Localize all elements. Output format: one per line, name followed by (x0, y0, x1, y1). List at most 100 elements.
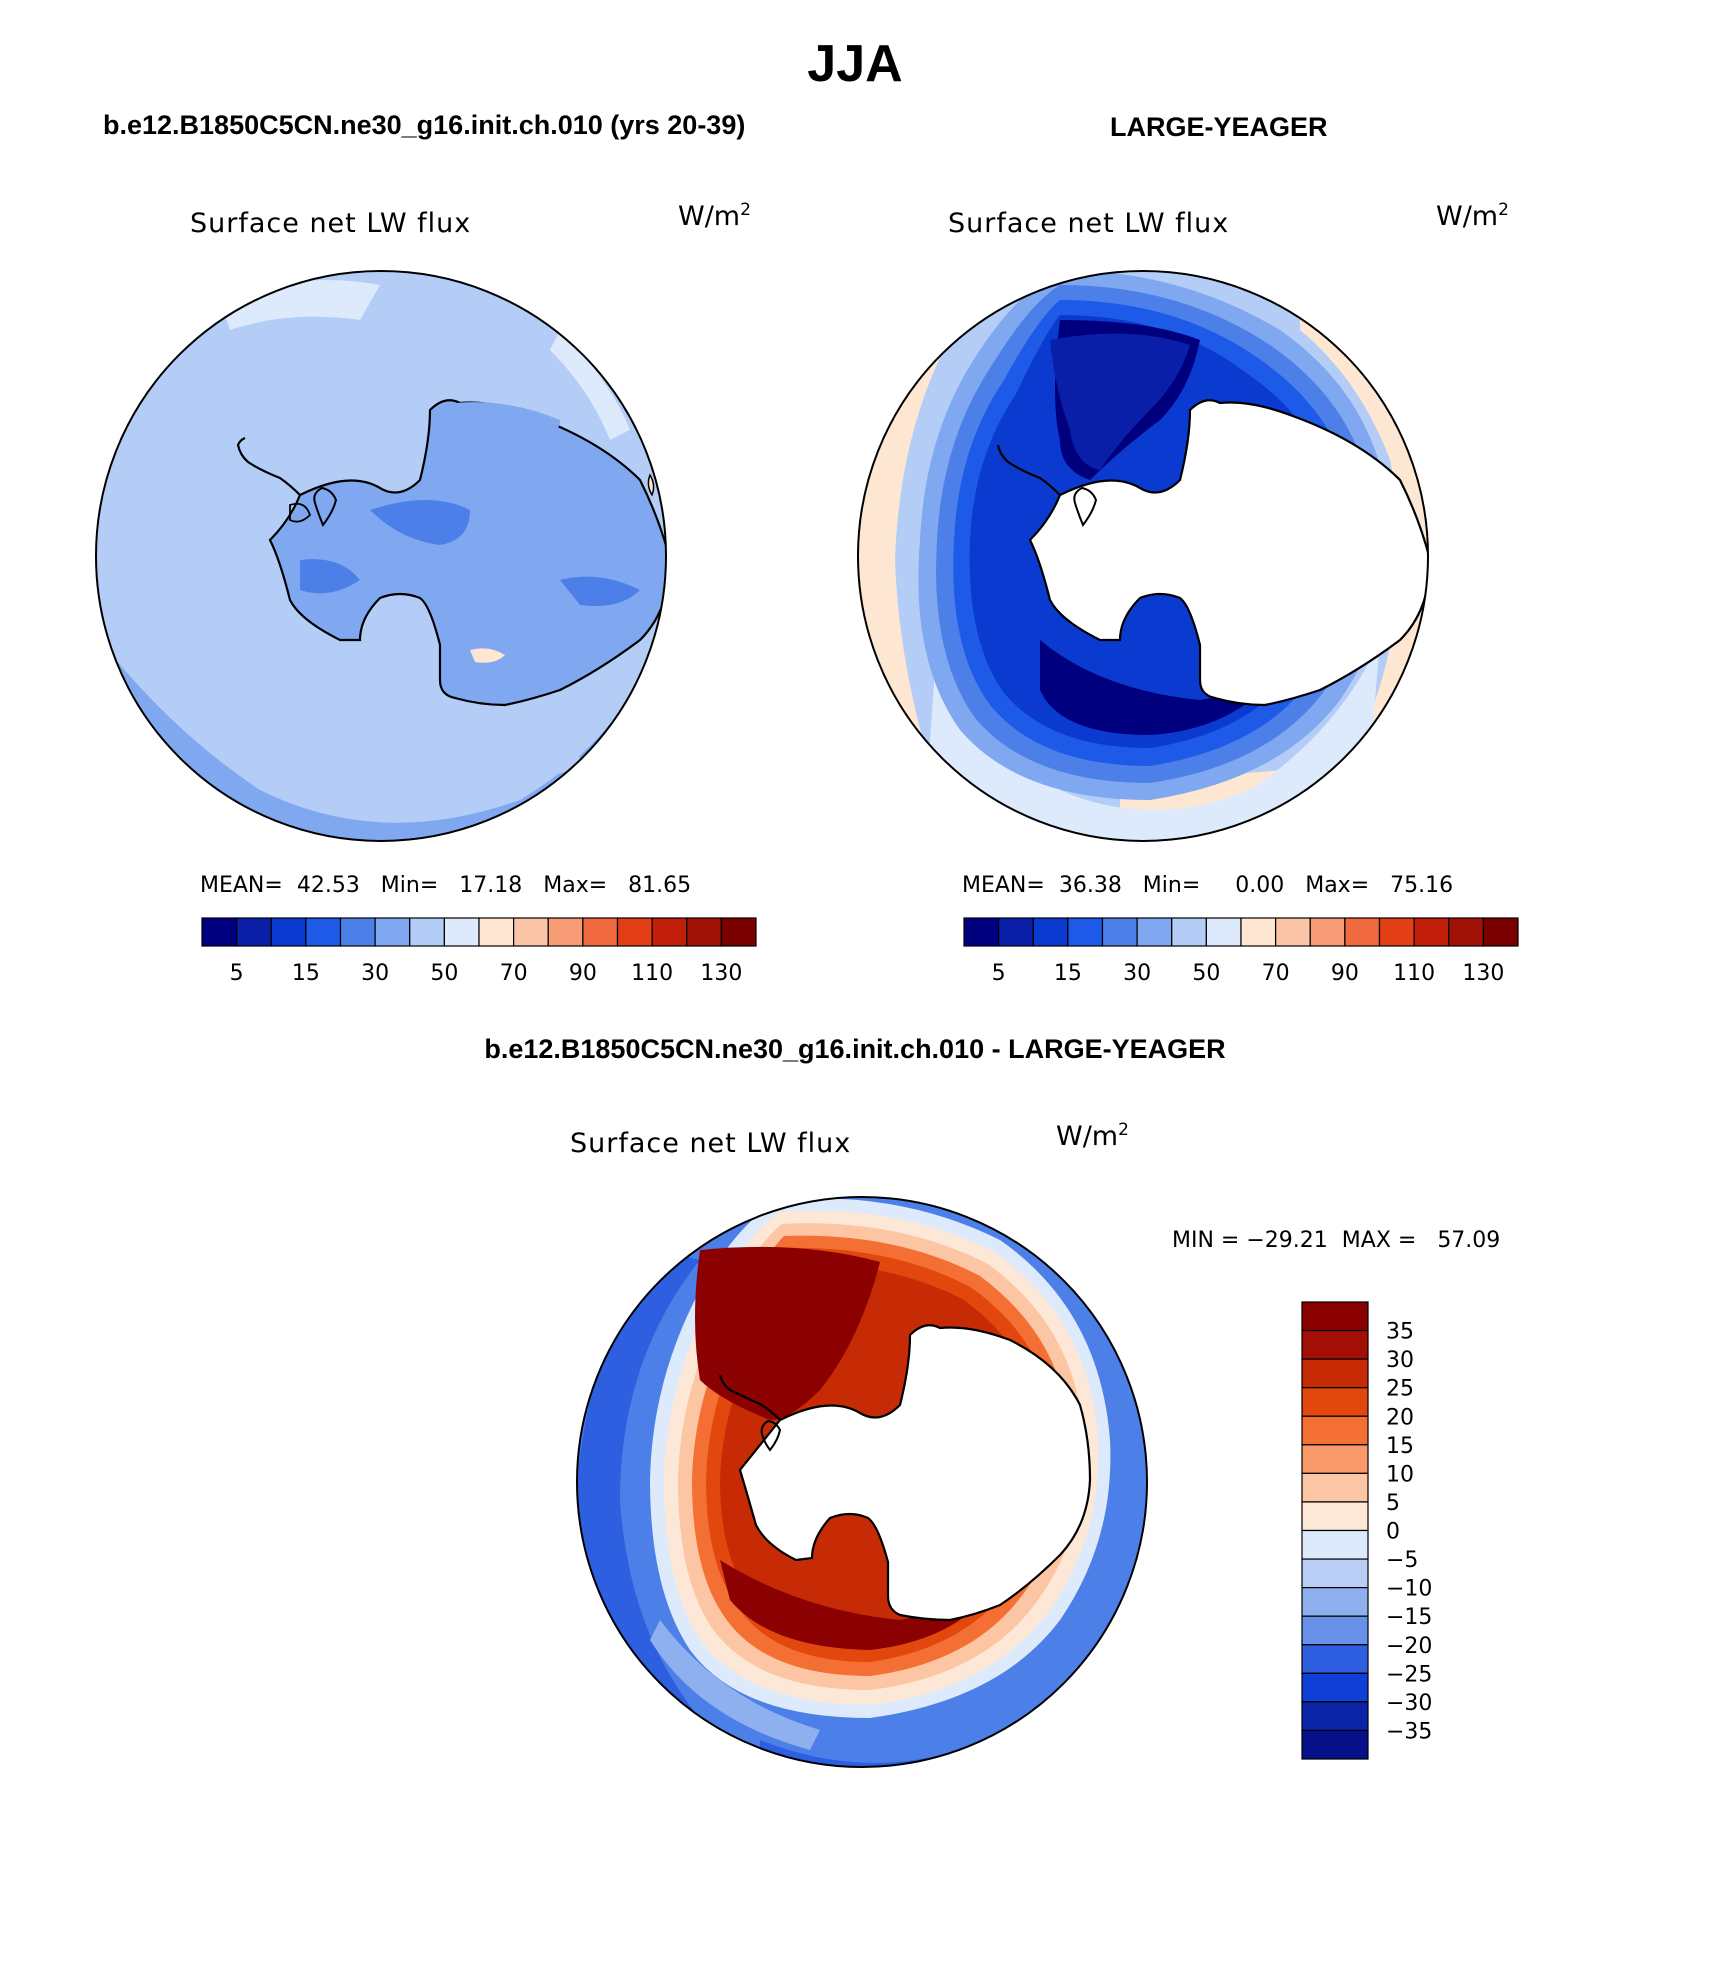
model-colorbar-tick-label: 110 (631, 961, 673, 986)
model-colorbar-swatch (651, 917, 688, 947)
obs-colorbar-swatch (1240, 917, 1277, 947)
obs-colorbar-swatch (1067, 917, 1104, 947)
diff-colorbar-swatch (1301, 1415, 1369, 1446)
diff-variable-label: Surface net LW flux (570, 1128, 852, 1159)
obs-colorbar-swatch (1413, 917, 1450, 947)
model-colorbar-swatch (270, 917, 307, 947)
diff-stats: MIN = −29.21 MAX = 57.09 (1172, 1228, 1501, 1253)
model-colorbar-swatch (686, 917, 722, 947)
diff-colorbar-tick-label: −5 (1386, 1548, 1418, 1573)
diff-colorbar-tick-label: −30 (1386, 1691, 1432, 1716)
model-colorbar-swatch (201, 917, 238, 947)
diff-colorbar-swatch (1301, 1729, 1369, 1760)
model-colorbar-swatch (547, 917, 584, 947)
model-colorbar-tick-label: 70 (500, 961, 528, 986)
obs-colorbar-tick-label: 30 (1123, 961, 1151, 986)
diff-colorbar-swatch (1301, 1301, 1369, 1332)
obs-colorbar-swatch (1344, 917, 1381, 947)
model-colorbar-tick-label: 5 (230, 961, 244, 986)
model-colorbar-tick-label: 50 (430, 961, 458, 986)
diff-colorbar-tick-label: 30 (1386, 1348, 1414, 1373)
model-map-frame (95, 270, 667, 842)
obs-colorbar-tick-label: 5 (992, 961, 1006, 986)
diff-colorbar-swatch (1301, 1615, 1369, 1646)
obs-colorbar-tick-label: 50 (1192, 961, 1220, 986)
obs-colorbar-swatch (1275, 917, 1311, 947)
obs-units: W/m2 (1436, 200, 1509, 232)
obs-colorbar-swatch (998, 917, 1034, 947)
diff-colorbar-swatch (1301, 1587, 1369, 1617)
model-colorbar: 5 15 30 50 70 90 110 130 (201, 917, 757, 986)
diff-colorbar-swatch (1301, 1329, 1369, 1360)
model-colorbar-swatch (582, 917, 619, 947)
diff-colorbar-swatch (1301, 1387, 1369, 1417)
obs-colorbar-swatch (963, 917, 1000, 947)
diff-colorbar-tick-label: −35 (1386, 1719, 1432, 1744)
diff-colorbar-tick-label: 15 (1386, 1434, 1414, 1459)
diff-case-title: b.e12.B1850C5CN.ne30_g16.init.ch.010 - L… (484, 1034, 1226, 1064)
model-colorbar-swatch (616, 917, 653, 947)
diff-colorbar-tick-label: 35 (1386, 1320, 1414, 1345)
model-colorbar-swatch (339, 917, 376, 947)
diff-colorbar-tick-label: 10 (1386, 1462, 1414, 1487)
model-map (96, 271, 666, 841)
model-colorbar-swatch (409, 917, 445, 947)
model-colorbar-swatch (443, 917, 480, 947)
model-variable-label: Surface net LW flux (190, 208, 472, 239)
obs-colorbar-tick-label: 130 (1462, 961, 1504, 986)
obs-map-frame (857, 270, 1429, 842)
obs-colorbar-swatch (1101, 917, 1138, 947)
obs-colorbar-swatch (1032, 917, 1069, 947)
obs-colorbar-swatch (1482, 917, 1519, 947)
model-colorbar-swatch (305, 917, 342, 947)
model-colorbar-tick-label: 90 (569, 961, 597, 986)
obs-case-title: LARGE-YEAGER (1110, 112, 1328, 142)
diff-colorbar-swatch (1301, 1444, 1369, 1474)
diff-colorbar-tick-label: 5 (1386, 1491, 1400, 1516)
obs-colorbar-swatch (1378, 917, 1415, 947)
obs-colorbar-tick-label: 70 (1262, 961, 1290, 986)
model-colorbar-tick-label: 130 (700, 961, 742, 986)
obs-colorbar-swatch (1136, 917, 1173, 947)
diff-colorbar: 35 30 25 20 15 10 5 0 −5 −10 −15 −20 −25 −30 −35 (1301, 1301, 1432, 1760)
model-stats: MEAN= 42.53 Min= 17.18 Max= 81.65 (200, 873, 692, 898)
figure-title: JJA (807, 35, 903, 93)
model-colorbar-swatch (374, 917, 411, 947)
diff-colorbar-swatch (1301, 1472, 1369, 1503)
diff-map-frame (576, 1196, 1148, 1768)
obs-variable-label: Surface net LW flux (948, 208, 1230, 239)
diff-colorbar-swatch (1301, 1701, 1369, 1732)
obs-colorbar-swatch (1448, 917, 1484, 947)
diff-colorbar-tick-label: 25 (1386, 1377, 1414, 1402)
diff-colorbar-tick-label: 0 (1386, 1520, 1400, 1545)
diff-colorbar-tick-label: 20 (1386, 1405, 1414, 1430)
obs-colorbar: 5 15 30 50 70 90 110 130 (963, 917, 1519, 986)
obs-stats: MEAN= 36.38 Min= 0.00 Max= 75.16 (962, 873, 1454, 898)
obs-colorbar-swatch (1205, 917, 1242, 947)
diff-colorbar-tick-label: −10 (1386, 1577, 1432, 1602)
diff-colorbar-swatch (1301, 1529, 1369, 1560)
obs-colorbar-tick-label: 90 (1331, 961, 1359, 986)
diff-colorbar-swatch (1301, 1558, 1369, 1589)
model-colorbar-swatch (513, 917, 549, 947)
model-units: W/m2 (678, 200, 751, 232)
model-colorbar-swatch (720, 917, 757, 947)
diff-colorbar-tick-label: −15 (1386, 1605, 1432, 1630)
diff-colorbar-swatch (1301, 1501, 1369, 1532)
diff-colorbar-swatch (1301, 1644, 1369, 1674)
diff-colorbar-tick-label: −20 (1386, 1634, 1432, 1659)
diff-colorbar-swatch (1301, 1672, 1369, 1703)
diff-units: W/m2 (1056, 1120, 1129, 1152)
diff-colorbar-tick-label: −25 (1386, 1662, 1432, 1687)
model-colorbar-swatch (478, 917, 515, 947)
model-case-title: b.e12.B1850C5CN.ne30_g16.init.ch.010 (yr… (103, 110, 746, 140)
model-colorbar-swatch (236, 917, 272, 947)
model-colorbar-tick-label: 15 (292, 961, 320, 986)
diff-colorbar-swatch (1301, 1358, 1369, 1389)
diff-map (577, 1197, 1147, 1767)
obs-colorbar-tick-label: 110 (1393, 961, 1435, 986)
obs-colorbar-tick-label: 15 (1054, 961, 1082, 986)
model-colorbar-tick-label: 30 (361, 961, 389, 986)
obs-colorbar-swatch (1309, 917, 1346, 947)
